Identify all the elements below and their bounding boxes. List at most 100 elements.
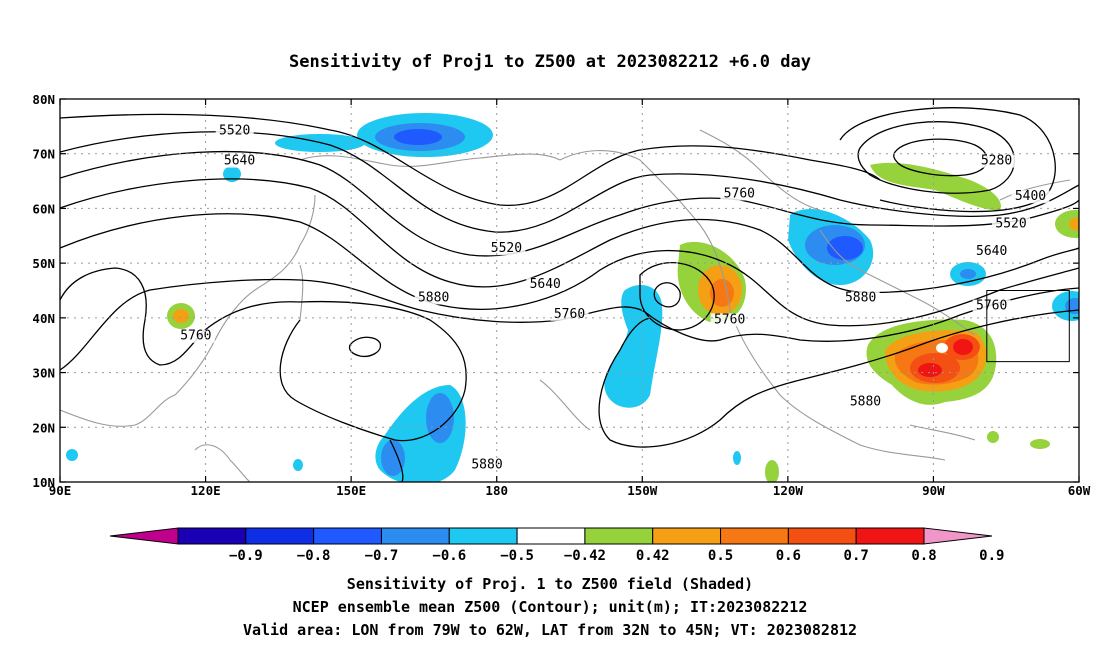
shade-negative — [394, 129, 442, 145]
coastlines — [60, 129, 1071, 482]
lon-tick-label: 90E — [49, 483, 72, 498]
contour-line — [60, 131, 1079, 233]
colorbar-label: −0.6 — [432, 548, 466, 564]
shade-negative — [381, 440, 405, 476]
colorbar-segment — [855, 527, 925, 545]
coastline-hawaii — [539, 379, 591, 431]
contour-line — [653, 282, 681, 308]
coastline-asia — [60, 194, 316, 427]
contour-label-bg — [468, 458, 507, 472]
coastline-americas — [559, 150, 946, 461]
lat-tick-label: 20N — [32, 420, 55, 435]
contour-label-bg — [220, 154, 259, 168]
shade-positive — [953, 339, 973, 355]
contour-label: 5760 — [976, 299, 1007, 314]
colorbar-max-triangle — [923, 527, 993, 545]
caption-line-1: Sensitivity of Proj. 1 to Z500 field (Sh… — [347, 575, 753, 593]
contour-label-bg — [414, 291, 453, 305]
colorbar-segment — [584, 527, 654, 545]
shade-positive — [1030, 439, 1050, 449]
shade-positive — [918, 363, 942, 377]
contour-label-bg — [992, 217, 1031, 231]
contour-label-bg — [710, 313, 749, 327]
colorbar-label: −0.9 — [229, 548, 263, 564]
colorbar-segment — [516, 527, 586, 545]
colorbar-segment — [652, 527, 722, 545]
caption-line-2: NCEP ensemble mean Z500 (Contour); unit(… — [293, 598, 808, 616]
contour-line — [60, 213, 1079, 327]
contour-line — [893, 138, 988, 177]
shade-positive — [173, 309, 189, 323]
coastline-greenland — [999, 179, 1071, 201]
contour-label: 5880 — [471, 457, 502, 472]
z500-contours — [60, 107, 1079, 482]
contour-label: 5640 — [224, 154, 255, 169]
contour-label: 5520 — [995, 217, 1026, 232]
contour-label: 5760 — [714, 312, 745, 327]
contour-label-bg — [720, 187, 759, 201]
lat-tick-label: 40N — [32, 311, 55, 326]
contour-label: 5760 — [180, 329, 211, 344]
colorbar-label: −0.7 — [365, 548, 399, 564]
contour-line — [389, 439, 404, 482]
lon-tick-label: 120E — [191, 483, 221, 498]
contour-labels: 5520 5640 5520 5640 5760 5880 5760 5880 5760 5880… — [176, 124, 1050, 472]
lon-tick-label: 150E — [336, 483, 366, 498]
lon-tick-label: 120W — [773, 483, 804, 498]
lat-tick-label: 10N — [32, 475, 55, 490]
contour-label-bg — [977, 154, 1016, 168]
contour-label: 5280 — [981, 154, 1012, 169]
colorbar-label: 0.7 — [844, 548, 869, 564]
contour-label-bg — [1011, 190, 1050, 204]
colorbar-label: 0.9 — [979, 548, 1004, 564]
contour-line — [857, 121, 1015, 194]
contour-line — [60, 178, 1079, 294]
colorbar-label: 0.6 — [776, 548, 801, 564]
lat-tick-label: 80N — [32, 92, 55, 107]
shade-negative — [733, 451, 741, 465]
contour-label-bg — [972, 299, 1011, 313]
map-frame — [59, 98, 1080, 483]
shade-negative — [293, 459, 303, 471]
contour-line — [598, 317, 651, 441]
axis-ticks: 90E 120E 150E 180 150W 120W 90W 60W 10N 20N 30N 40N… — [32, 92, 1090, 498]
shade-negative — [827, 236, 863, 260]
contour-label: 5760 — [724, 186, 755, 201]
lat-lon-grid — [60, 99, 1079, 482]
shade-negative — [223, 166, 241, 182]
lat-tick-label: 60N — [32, 201, 55, 216]
colorbar-min-triangle — [109, 527, 179, 545]
contour-label: 5640 — [530, 277, 561, 292]
contour-label: 5400 — [1015, 189, 1046, 204]
contour-label-bg — [215, 124, 254, 138]
shade-positive — [870, 162, 1001, 211]
contour-line — [839, 107, 1056, 213]
contour-label: 5880 — [845, 290, 876, 305]
shade-positive — [1069, 218, 1079, 230]
contour-label: 5880 — [850, 394, 881, 409]
contour-line — [609, 309, 1079, 448]
lat-tick-label: 50N — [32, 256, 55, 271]
shade-negative — [426, 393, 454, 443]
contour-label: 5520 — [219, 124, 250, 139]
contour-line — [60, 267, 467, 442]
contour-label-bg — [526, 277, 565, 291]
colorbar-label: −0.42 — [564, 548, 606, 564]
coastline-canada-north — [699, 129, 821, 211]
shade-positive — [765, 460, 779, 482]
contour-label-bg — [972, 244, 1011, 258]
contour-label-bg — [487, 242, 526, 256]
sensitivity-shading — [66, 113, 1079, 482]
shade-positive — [1055, 210, 1079, 238]
lon-tick-label: 150W — [627, 483, 658, 498]
coastline-caribbean — [909, 424, 976, 441]
colorbar-segment — [720, 527, 789, 545]
colorbar-label: 0.42 — [636, 548, 670, 564]
figure-title: Sensitivity of Proj1 to Z500 at 20230822… — [289, 52, 811, 72]
lat-tick-label: 30N — [32, 366, 55, 381]
colorbar-label: −0.8 — [297, 548, 331, 564]
contour-line — [60, 150, 1079, 257]
lon-tick-label: 180 — [485, 483, 508, 498]
colorbar: −0.9 −0.8 −0.7 −0.6 −0.5 −0.42 0.42 0.5 0.6 0.7 0.… — [109, 527, 1004, 564]
